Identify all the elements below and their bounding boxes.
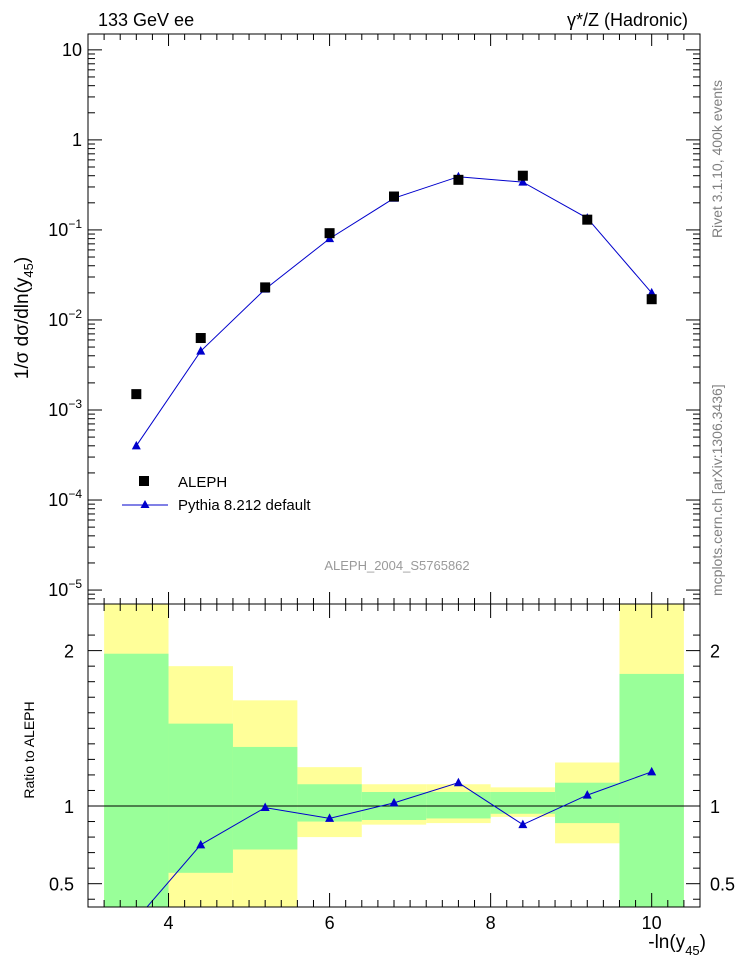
main-ylabel: 1/σ dσ/dln(y45) — [12, 257, 36, 379]
data-point — [453, 174, 464, 185]
ratio-band-inner — [168, 723, 233, 873]
main-ytick-label: 10−5 — [48, 577, 82, 600]
ratio-ylabel: Ratio to ALEPH — [21, 701, 37, 798]
data-point — [646, 294, 657, 305]
ratio-point — [260, 802, 270, 812]
ratio-ytick-label: 0.5 — [49, 875, 74, 895]
ratio-xtick-label: 10 — [642, 913, 662, 933]
ratio-ytick-label: 2 — [64, 642, 74, 662]
legend-label-pythia: Pythia 8.212 default — [178, 497, 311, 514]
mc-point — [518, 177, 528, 186]
main-ytick-label: 10 — [62, 40, 82, 60]
mc-line — [135, 176, 653, 447]
legend-label-aleph: ALEPH — [178, 474, 227, 491]
ratio-point — [582, 790, 592, 799]
ratio-band-inner — [232, 746, 298, 850]
plot-title-right: γ*/Z (Hadronic) — [567, 10, 688, 30]
ratio-ytick-label: 1 — [64, 797, 74, 817]
plot-title-left: 133 GeV ee — [98, 10, 194, 30]
mc-point — [131, 440, 141, 450]
ratio-band-inner — [619, 673, 684, 907]
ratio-xlabel: -ln(y45) — [648, 932, 706, 958]
legend-marker-aleph — [139, 476, 149, 486]
ratio-band-inner — [490, 792, 556, 814]
ratio-point — [389, 797, 399, 807]
main-plot-frame — [87, 33, 701, 605]
main-ytick-label: 1 — [72, 130, 82, 150]
ratio-plot-content — [88, 604, 700, 907]
ratio-plot: 0.5 0.5 1 1 2 2 4 6 8 10 Ratio to ALEPH -ln(y45) — [21, 603, 735, 958]
watermark: ALEPH_2004_S5765862 — [324, 558, 469, 573]
main-ytick-label: 10−3 — [48, 397, 82, 420]
ratio-band-inner — [426, 792, 491, 819]
ratio-xtick-label: 4 — [164, 913, 174, 933]
ratio-point — [325, 813, 335, 822]
ratio-ytick-label-right: 1 — [710, 797, 720, 817]
ratio-band-inner — [104, 653, 169, 907]
ratio-xtick-label: 8 — [486, 913, 496, 933]
ratio-band-inner — [555, 782, 620, 824]
data-point — [131, 389, 142, 400]
ratio-point — [647, 766, 657, 776]
data-point — [195, 333, 206, 344]
ratio-xtick-label: 6 — [325, 913, 335, 933]
legend-marker-pythia — [140, 500, 150, 508]
ratio-series — [146, 766, 657, 907]
data-point — [517, 170, 528, 181]
mc-point — [196, 346, 206, 355]
main-plot-content — [131, 170, 657, 450]
ratio-plot-axes: 0.5 0.5 1 1 2 2 4 6 8 10 — [49, 604, 735, 933]
rivet-label: Rivet 3.1.10, 400k events — [709, 80, 725, 238]
ratio-point — [196, 839, 206, 849]
data-point — [260, 282, 271, 293]
ratio-point — [453, 777, 463, 787]
ratio-point — [518, 819, 528, 829]
ratio-ytick-label-right: 0.5 — [710, 875, 735, 895]
data-point — [324, 228, 335, 239]
legend: ALEPH Pythia 8.212 default — [122, 474, 311, 514]
data-point — [389, 191, 399, 202]
data-point — [582, 214, 593, 225]
main-ytick-label: 10−1 — [48, 217, 82, 240]
main-ytick-label: 10−2 — [48, 307, 82, 330]
mcplots-label: mcplots.cern.ch [arXiv:1306.3436] — [709, 384, 725, 596]
main-ytick-label: 10−4 — [48, 487, 82, 510]
main-plot: ALEPH_2004_S5765862 10−5 10−4 10−3 10−2 10−1… — [12, 33, 701, 605]
ratio-ytick-label-right: 2 — [710, 642, 720, 662]
main-plot-axes: 10−5 10−4 10−3 10−2 10−1 1 10 — [48, 34, 701, 605]
